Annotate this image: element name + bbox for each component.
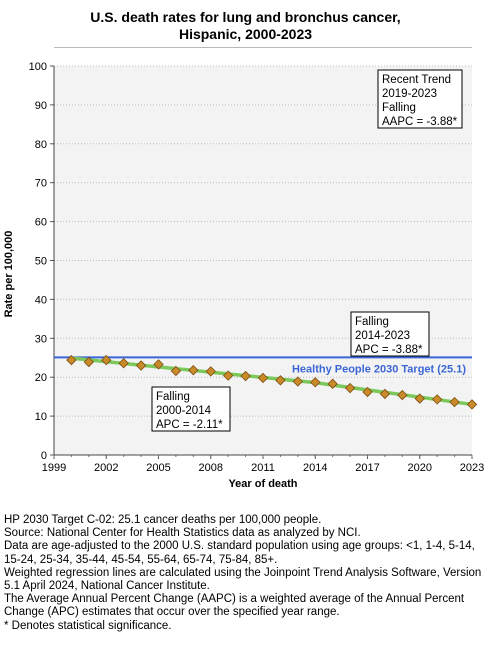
data-point xyxy=(397,389,408,401)
data-point xyxy=(292,376,303,387)
y-tick-label: 90 xyxy=(35,100,47,112)
data-point xyxy=(135,360,147,371)
x-tick-label: 2008 xyxy=(199,462,223,474)
data-point xyxy=(449,396,460,408)
annotation-line: Falling xyxy=(382,102,416,114)
callouts-group: Recent Trend 2019-2023 Falling AAPC = -3.88… xyxy=(151,69,463,432)
data-point xyxy=(83,356,94,368)
y-tick-label: 20 xyxy=(35,372,47,384)
data-point xyxy=(153,359,164,370)
data-point xyxy=(188,365,199,376)
annotation-line: 2000-2014 xyxy=(156,405,212,417)
x-tick-label: 2023 xyxy=(460,462,484,474)
y-tick-label: 70 xyxy=(35,178,47,190)
annotation-box xyxy=(151,386,231,432)
line-chart: 0 10 20 30 40 50 60 70 80 90 100 1999 2002 2005 2008 20… xyxy=(3,61,485,490)
footnote-regression: Weighted regression lines are calculated… xyxy=(4,566,482,593)
data-point xyxy=(379,388,391,400)
chart-title-line2: Hispanic, 2000-2023 xyxy=(178,26,313,42)
chart-title: U.S. death rates for lung and bronchus c… xyxy=(0,9,491,43)
data-point xyxy=(310,377,321,388)
x-tick-label: 2014 xyxy=(303,462,327,474)
footnotes: HP 2030 Target C-02: 25.1 cancer deaths … xyxy=(4,514,488,633)
annotation-box xyxy=(350,311,430,357)
annotation-line: Recent Trend xyxy=(382,74,451,86)
data-point xyxy=(257,372,269,384)
data-point xyxy=(205,366,216,377)
annotation-line: APC = -2.11* xyxy=(156,419,223,431)
data-point xyxy=(414,393,425,404)
x-tick-label: 2002 xyxy=(94,462,118,474)
axes: 0 10 20 30 40 50 60 70 80 90 100 1999 2002 2005 2008 20… xyxy=(29,61,485,474)
x-tick-label: 2020 xyxy=(408,462,432,474)
data-point xyxy=(275,375,286,386)
data-point xyxy=(466,399,478,410)
y-axis-label: Rate per 100,000 xyxy=(3,231,15,318)
data-point xyxy=(118,358,129,369)
data-point xyxy=(170,365,182,377)
data-point xyxy=(432,394,443,405)
footnote-age-adjustment: Data are age-adjusted to the 2000 U.S. s… xyxy=(4,540,475,566)
target-line-label: Healthy People 2030 Target (25.1) xyxy=(292,363,466,375)
data-point xyxy=(240,370,251,382)
chart-title-line1: U.S. death rates for lung and bronchus c… xyxy=(90,9,401,25)
observed-points-group xyxy=(66,354,478,410)
annotation-line: Falling xyxy=(156,391,190,403)
annotation-line: AAPC = -3.88* xyxy=(382,116,458,128)
data-point xyxy=(327,378,338,389)
title-divider xyxy=(54,47,472,48)
target-line-group: Healthy People 2030 Target (25.1) xyxy=(54,356,472,375)
x-tick-label: 2017 xyxy=(355,462,379,474)
x-tick-label: 2005 xyxy=(146,462,170,474)
x-tick-label: 1999 xyxy=(42,462,66,474)
data-point xyxy=(223,370,234,381)
annotation-line: 2019-2023 xyxy=(382,88,437,100)
y-tick-label: 30 xyxy=(35,333,47,345)
y-tick-label: 0 xyxy=(41,450,47,462)
annotation-box xyxy=(377,69,463,129)
annotation-line: APC = -3.88* xyxy=(355,344,423,356)
y-tick-label: 80 xyxy=(35,139,47,151)
data-point xyxy=(344,382,356,394)
y-tick-label: 40 xyxy=(35,294,47,306)
x-axis-label: Year of death xyxy=(228,478,297,490)
data-point xyxy=(101,354,112,366)
footnote-source: Source: National Center for Health Stati… xyxy=(4,527,361,540)
annotation-line: 2014-2023 xyxy=(355,330,410,342)
footnote-aapc: The Average Annual Percent Change (AAPC)… xyxy=(4,593,465,619)
footnote-target: HP 2030 Target C-02: 25.1 cancer deaths … xyxy=(4,514,322,526)
footnote-significance: * Denotes statistical significance. xyxy=(4,619,172,632)
data-point xyxy=(66,354,77,366)
y-tick-label: 50 xyxy=(35,256,47,268)
y-tick-label: 60 xyxy=(35,217,47,229)
data-point xyxy=(362,386,373,398)
x-tick-label: 2011 xyxy=(251,462,275,474)
y-tick-label: 10 xyxy=(35,411,47,423)
annotation-line: Falling xyxy=(355,316,389,328)
y-tick-label: 100 xyxy=(29,61,47,73)
